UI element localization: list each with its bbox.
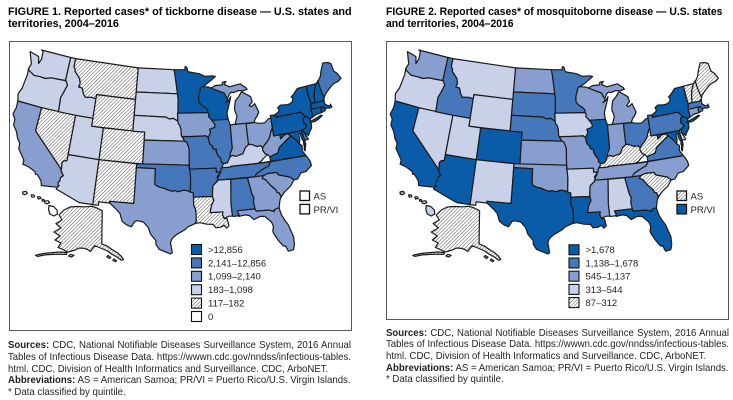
- svg-text:87–312: 87–312: [586, 298, 618, 309]
- svg-text:2,141–12,856: 2,141–12,856: [208, 258, 266, 269]
- svg-text:117–182: 117–182: [208, 299, 244, 310]
- svg-text:1,099–2,140: 1,099–2,140: [208, 272, 261, 283]
- svg-text:>1,678: >1,678: [586, 245, 615, 256]
- svg-text:>12,856: >12,856: [208, 245, 243, 256]
- svg-text:183–1,098: 183–1,098: [208, 285, 253, 296]
- svg-text:AS: AS: [691, 192, 704, 203]
- svg-text:1,138–1,678: 1,138–1,678: [586, 258, 639, 269]
- svg-text:PR/VI: PR/VI: [314, 205, 339, 216]
- svg-text:545–1,137: 545–1,137: [586, 272, 631, 283]
- svg-text:PR/VI: PR/VI: [691, 205, 716, 216]
- svg-text:AS: AS: [314, 192, 327, 203]
- svg-text:313–544: 313–544: [586, 285, 623, 296]
- svg-text:0: 0: [208, 312, 213, 323]
